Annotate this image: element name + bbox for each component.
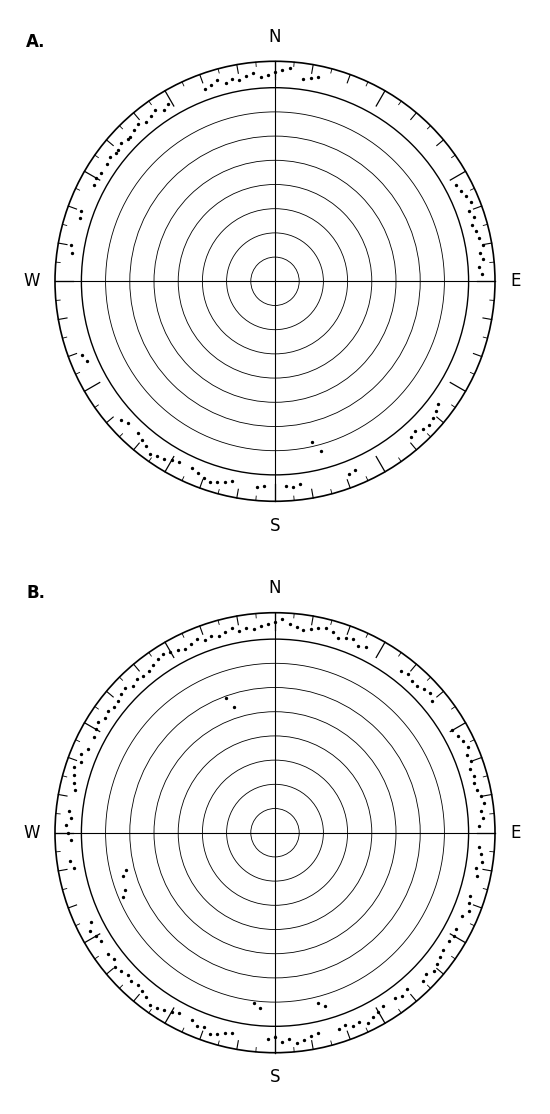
Text: A.: A. — [26, 32, 46, 50]
Text: S: S — [270, 1068, 280, 1086]
Text: E: E — [510, 272, 521, 291]
Text: N: N — [269, 28, 281, 46]
Text: E: E — [510, 823, 521, 842]
Text: S: S — [270, 517, 280, 535]
Text: W: W — [23, 272, 40, 291]
Text: W: W — [23, 823, 40, 842]
Text: B.: B. — [26, 584, 46, 602]
Text: N: N — [269, 579, 281, 597]
